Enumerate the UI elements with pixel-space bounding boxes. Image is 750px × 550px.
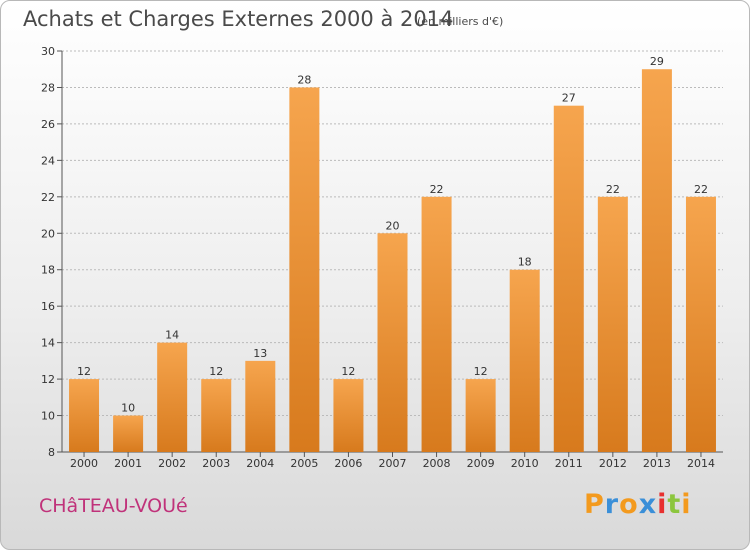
y-tick-label: 24 (41, 154, 55, 167)
bar (113, 415, 144, 452)
logo-letter: i (681, 489, 692, 520)
x-tick-label: 2010 (511, 457, 539, 470)
x-tick-label: 2006 (334, 457, 362, 470)
bar (157, 342, 188, 452)
proxiti-logo[interactable]: Proxiti (584, 489, 692, 520)
x-tick-label: 2014 (687, 457, 715, 470)
data-label: 10 (121, 402, 135, 415)
bar (201, 379, 232, 452)
x-tick-label: 2002 (158, 457, 186, 470)
data-label: 22 (606, 183, 620, 196)
x-tick-label: 2012 (599, 457, 627, 470)
data-label: 22 (694, 183, 708, 196)
bar (421, 196, 452, 452)
logo-letter: t (667, 489, 682, 520)
y-tick-label: 26 (41, 118, 55, 131)
x-tick-label: 2000 (70, 457, 98, 470)
logo-letter: o (619, 489, 639, 520)
y-tick-label: 20 (41, 227, 55, 240)
x-tick-label: 2007 (379, 457, 407, 470)
data-label: 12 (474, 365, 488, 378)
data-label: 12 (341, 365, 355, 378)
y-tick-label: 10 (41, 410, 55, 423)
y-tick-label: 18 (41, 264, 55, 277)
x-tick-label: 2004 (246, 457, 274, 470)
data-label: 22 (430, 183, 444, 196)
commune-name: CHâTEAU-VOUé (39, 495, 188, 517)
y-tick-label: 16 (41, 300, 55, 313)
data-label: 13 (253, 347, 267, 360)
bar (69, 379, 100, 452)
x-tick-label: 2011 (555, 457, 583, 470)
bar (333, 379, 364, 452)
y-tick-label: 22 (41, 191, 55, 204)
bar (685, 196, 716, 452)
bar (641, 69, 672, 453)
y-tick-label: 14 (41, 337, 55, 350)
logo-letter: P (584, 489, 605, 520)
bar (289, 87, 320, 453)
y-tick-label: 8 (48, 446, 55, 459)
logo-letter: x (638, 489, 658, 520)
x-tick-label: 2013 (643, 457, 671, 470)
bar (553, 105, 584, 452)
chart-subtitle: (en milliers d'€) (417, 15, 504, 28)
data-label: 20 (386, 219, 400, 232)
x-tick-label: 2003 (202, 457, 230, 470)
bar (465, 379, 496, 452)
data-label: 12 (209, 365, 223, 378)
data-label: 29 (650, 55, 664, 68)
y-tick-label: 12 (41, 373, 55, 386)
chart-title: Achats et Charges Externes 2000 à 2014 (23, 7, 454, 31)
logo-letter: i (657, 489, 668, 520)
bar (597, 196, 628, 452)
logo-letter: r (604, 489, 620, 520)
x-tick-label: 2001 (114, 457, 142, 470)
x-tick-label: 2009 (467, 457, 495, 470)
data-label: 18 (518, 256, 532, 269)
x-tick-label: 2005 (290, 457, 318, 470)
y-tick-label: 28 (41, 81, 55, 94)
bar (245, 360, 276, 452)
y-tick-label: 30 (41, 45, 55, 58)
bar (509, 269, 540, 452)
x-tick-label: 2008 (423, 457, 451, 470)
data-label: 12 (77, 365, 91, 378)
data-label: 14 (165, 329, 179, 342)
data-label: 28 (297, 73, 311, 86)
bar (377, 233, 408, 452)
data-label: 27 (562, 92, 576, 105)
